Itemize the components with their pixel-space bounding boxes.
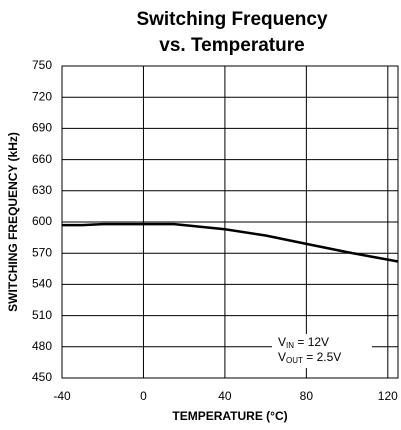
y-tick-label: 720 [32,89,52,103]
annotation: VIN = 12V [278,335,329,350]
y-tick-label: 660 [32,152,52,166]
y-tick-label: 510 [32,308,52,322]
y-axis-title: SWITCHING FREQUENCY (kHz) [6,132,20,312]
annotation: VOUT = 2.5V [278,350,341,365]
y-tick-label: 630 [32,183,52,197]
x-tick-label: 80 [300,389,314,403]
x-tick-label: 40 [218,389,232,403]
chart-title: vs. Temperature [159,35,304,56]
y-tick-label: 480 [32,339,52,353]
y-tick-label: 690 [32,121,52,135]
annotation-box [272,334,372,368]
annotation-part: IN [286,341,294,350]
annotation-part: OUT [286,356,303,365]
annotation-part: V [278,350,286,364]
x-tick-label: 0 [140,389,147,403]
x-tick-label: 120 [378,389,398,403]
chart-title: Switching Frequency [136,9,328,30]
y-tick-label: 600 [32,214,52,228]
y-tick-label: 750 [32,58,52,72]
annotation-part: = 12V [294,335,329,349]
y-tick-label: 540 [32,277,52,291]
y-tick-label: 570 [32,245,52,259]
annotation-part: = 2.5V [303,350,341,364]
x-tick-label: -40 [53,389,71,403]
annotation-part: V [278,335,286,349]
x-axis-title: TEMPERATURE (°C) [172,409,287,423]
y-tick-label: 450 [32,370,52,384]
plot-frame [61,65,399,379]
data-line [62,222,399,263]
